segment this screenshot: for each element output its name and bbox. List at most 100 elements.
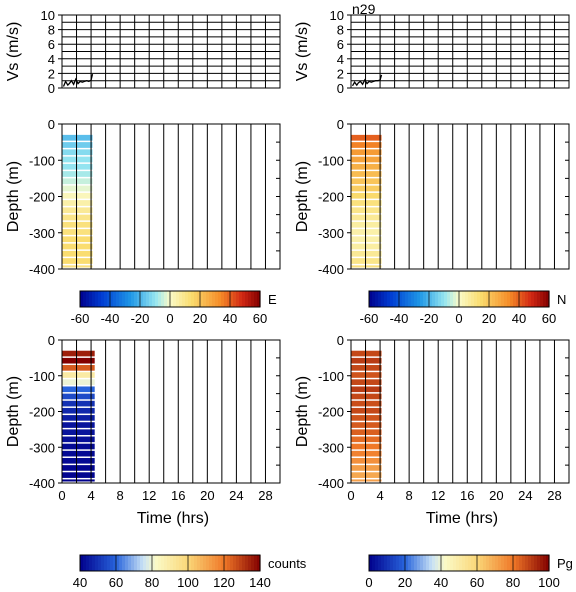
colorbar-swatch <box>146 555 150 571</box>
colorbar-tick-label: -20 <box>420 311 439 326</box>
y-tick-label: 10 <box>41 8 55 23</box>
colorbar-tick-label: -60 <box>360 311 379 326</box>
colorbar-swatch <box>414 555 418 571</box>
colorbar-swatch <box>104 291 108 307</box>
colorbar-swatch <box>164 555 168 571</box>
colorbar-swatch <box>167 555 171 571</box>
colorbar-swatch <box>417 555 421 571</box>
colorbar-swatch <box>426 291 430 307</box>
colorbar-swatch <box>546 555 550 571</box>
heatmap-cell <box>351 258 382 264</box>
colorbar-swatch <box>143 291 147 307</box>
colorbar-swatch <box>113 291 117 307</box>
colorbar-swatch <box>456 555 460 571</box>
y-tick-label: -100 <box>29 153 55 168</box>
y-tick-label: 0 <box>337 117 344 132</box>
y-tick-label: -300 <box>318 226 344 241</box>
y-tick-label: -200 <box>318 190 344 205</box>
heatmap-cells <box>351 134 382 268</box>
colorbar-swatch <box>107 291 111 307</box>
heatmap-cell <box>62 192 93 199</box>
heatmap-cell <box>62 422 95 428</box>
colorbar-swatch <box>182 555 186 571</box>
colorbar-swatch <box>498 555 502 571</box>
colorbar-swatch <box>480 291 484 307</box>
colorbar-swatch <box>537 291 541 307</box>
colorbar-tick-label: 40 <box>512 311 526 326</box>
colorbar-swatch <box>399 555 403 571</box>
colorbar-swatch <box>405 555 409 571</box>
colorbar-swatch <box>492 291 496 307</box>
colorbar-swatch <box>447 291 451 307</box>
heatmap-cell <box>62 450 95 457</box>
colorbar-swatch <box>432 555 436 571</box>
colorbar-swatch <box>170 291 174 307</box>
y-axis-label: Depth (m) <box>5 161 22 232</box>
heatmap-cell <box>62 265 93 268</box>
colorbar-swatch <box>399 291 403 307</box>
heatmap-cell <box>62 214 93 221</box>
colorbar-swatch <box>131 291 135 307</box>
heatmap-cell <box>351 171 382 177</box>
colorbar-swatch <box>200 291 204 307</box>
heatmap-cell <box>62 407 95 414</box>
colorbar-swatch <box>438 555 442 571</box>
colorbar-swatch <box>522 555 526 571</box>
heatmap-cell <box>351 214 382 221</box>
heatmap-cells <box>62 350 95 482</box>
colorbar-tick-label: 20 <box>482 311 496 326</box>
heatmap-cell <box>351 429 382 436</box>
vs-series-line <box>62 73 94 87</box>
colorbar-swatch <box>236 291 240 307</box>
colorbar: 0 20 40 60 80 100 Pg <box>365 554 573 590</box>
colorbar-swatch <box>483 555 487 571</box>
colorbar-swatch <box>438 291 442 307</box>
heatmap-cell <box>62 221 93 228</box>
heatmap-cell <box>351 479 382 482</box>
colorbar-swatch <box>98 291 102 307</box>
colorbar-swatch <box>194 291 198 307</box>
colorbar-swatch <box>417 291 421 307</box>
colorbar-tick-label: 0 <box>365 575 372 590</box>
colorbar-swatch <box>513 291 517 307</box>
colorbar-swatch <box>215 291 219 307</box>
colorbar-tick-label: 0 <box>455 311 462 326</box>
y-axis-label: Vs (m/s) <box>5 22 22 82</box>
x-tick-label: 28 <box>547 488 561 503</box>
heatmap-cell <box>62 379 95 385</box>
colorbar-tick-label: 40 <box>223 311 237 326</box>
colorbar-swatch <box>158 555 162 571</box>
colorbar-swatch <box>528 291 532 307</box>
colorbar-swatch <box>176 291 180 307</box>
y-tick-label: -400 <box>29 262 55 277</box>
grid <box>76 124 266 269</box>
colorbar-label: E <box>268 292 277 307</box>
colorbar-tick-label: 120 <box>213 575 235 590</box>
colorbar-swatch <box>546 291 550 307</box>
colorbar-swatch <box>203 291 207 307</box>
colorbar-swatch <box>125 555 129 571</box>
colorbar-swatch <box>101 291 105 307</box>
colorbar-swatch <box>239 291 243 307</box>
y-tick-label: 8 <box>48 23 55 38</box>
heatmap-cell <box>62 393 95 400</box>
colorbar-swatch <box>107 555 111 571</box>
colorbar-swatch <box>245 555 249 571</box>
heatmap-cell <box>62 386 95 393</box>
colorbar-swatch <box>149 555 153 571</box>
colorbar-swatch <box>369 291 373 307</box>
colorbar-swatch <box>375 291 379 307</box>
colorbar: -60 -40 -20 0 20 40 60N <box>360 290 566 326</box>
colorbar-swatch <box>98 555 102 571</box>
plot-frame <box>350 14 570 89</box>
colorbar-swatch <box>507 291 511 307</box>
colorbar-swatch <box>471 555 475 571</box>
colorbar-swatch <box>185 291 189 307</box>
colorbar-swatch <box>522 291 526 307</box>
heatmap-cell <box>351 142 382 148</box>
colorbar-swatch <box>444 555 448 571</box>
